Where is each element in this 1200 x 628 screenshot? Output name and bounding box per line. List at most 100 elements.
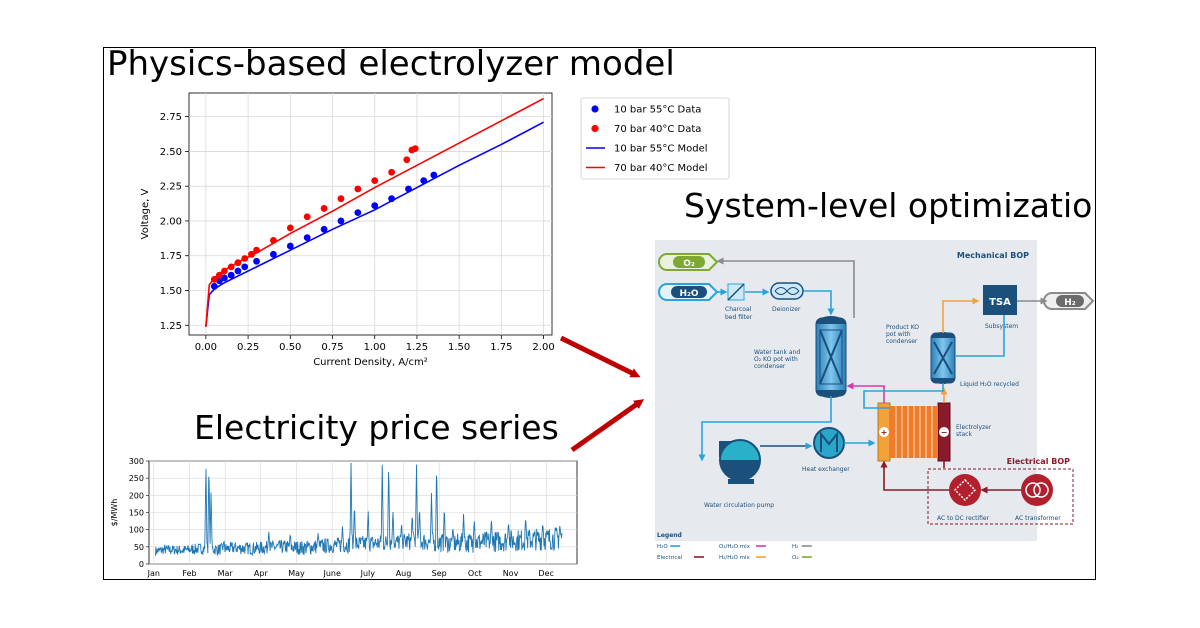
x-tick-label: 0.50 (279, 342, 301, 353)
y-tick-label: 1.50 (160, 286, 182, 297)
electrical-bop-label: Electrical BOP (1007, 457, 1070, 466)
y-axis-label: $/MWh (110, 499, 119, 527)
svg-text:AC to DC rectifier: AC to DC rectifier (937, 515, 990, 522)
electrical-bop-box (927, 468, 1074, 525)
svg-text:Subsystem: Subsystem (985, 323, 1018, 330)
data-point (337, 195, 345, 203)
y-tick-label: 2.75 (160, 112, 182, 123)
h2-outlet: H₂ (1043, 292, 1095, 310)
svg-text:Heat exchanger: Heat exchanger (802, 466, 850, 473)
svg-text:H₂O: H₂O (679, 289, 698, 299)
y-tick-label: 0 (139, 560, 144, 569)
data-point (320, 205, 328, 212)
ac-transformer: AC transformer (1015, 474, 1061, 522)
data-point (270, 237, 277, 244)
x-tick-label: 0.25 (237, 342, 259, 353)
y-tick-label: 300 (129, 457, 144, 466)
y-tick-label: 2.50 (160, 147, 182, 158)
month-label: Dec (538, 569, 553, 578)
month-label: May (288, 569, 305, 578)
o2-outlet: O₂ (658, 253, 719, 271)
legend-label: Electrical (657, 555, 683, 561)
data-point (371, 202, 379, 210)
y-tick-label: 50 (134, 543, 144, 552)
legend-label: H₂/H₂O mix (719, 555, 750, 561)
y-tick-label: 1.75 (160, 251, 182, 262)
svg-text:Deionizer: Deionizer (772, 306, 801, 313)
data-point (210, 275, 218, 283)
legend-label: 10 bar 55°C Model (614, 144, 708, 155)
svg-text:Charcoal: Charcoal (725, 306, 752, 313)
month-label: Mar (218, 569, 234, 578)
flow-arrows (559, 335, 645, 453)
data-point (210, 282, 218, 290)
system-diagram: Mechanical BOP O₂ H₂O H₂ Charcoal bed fi… (655, 240, 1095, 561)
month-label: Sep (432, 569, 447, 578)
h2o-inlet: H₂O (658, 283, 719, 301)
y-tick-label: 150 (129, 509, 144, 518)
x-tick-label: 1.50 (448, 342, 470, 353)
svg-text:−: − (941, 428, 948, 437)
water-tank-column: Water tank and O₂ KO pot with condenser (754, 316, 847, 398)
data-point (303, 213, 311, 221)
y-tick-label: 100 (129, 526, 144, 535)
y-tick-label: 1.25 (160, 321, 182, 332)
svg-text:Water tank and: Water tank and (754, 349, 800, 356)
legend-label: 70 bar 40°C Data (614, 124, 701, 135)
electrolyzer-stack: + − Electrolyzer stack (877, 402, 992, 462)
voltage-plot-area (188, 92, 553, 336)
y-tick-label: 2.00 (160, 216, 182, 227)
data-point (221, 267, 228, 275)
legend-label: 10 bar 55°C Data (614, 105, 701, 116)
data-point (286, 242, 294, 250)
heat-exchanger: Heat exchanger (802, 427, 850, 473)
data-point (241, 255, 249, 262)
month-label: Feb (182, 569, 196, 578)
x-tick-label: 0.00 (195, 342, 217, 353)
svg-text:Product KO: Product KO (886, 324, 919, 331)
svg-text:Legend: Legend (657, 532, 682, 539)
legend-marker (591, 105, 599, 113)
legend-label: O₂ (792, 555, 799, 561)
legend-label: O₂/H₂O mix (719, 544, 751, 550)
y-tick-label: 2.25 (160, 182, 182, 193)
x-tick-label: 2.00 (532, 342, 554, 353)
x-tick-label: 1.75 (490, 342, 512, 353)
data-point (241, 263, 249, 271)
mechanical-bop-label: Mechanical BOP (957, 251, 1029, 260)
data-point (420, 177, 428, 185)
data-point (388, 168, 396, 176)
arrow-price-to-system (570, 399, 645, 453)
data-point (270, 250, 277, 258)
data-point (253, 246, 260, 254)
data-point (354, 209, 362, 217)
svg-text:AC transformer: AC transformer (1015, 515, 1061, 522)
legend-label: H₂O (657, 544, 668, 550)
svg-text:condenser: condenser (886, 338, 918, 345)
data-point (354, 185, 362, 193)
svg-text:condenser: condenser (754, 363, 786, 370)
data-point (248, 250, 255, 258)
legend-label: H₂ (792, 544, 798, 550)
water-circulation-pump: Water circulation pump (704, 439, 774, 509)
data-point (411, 145, 419, 153)
tsa-unit: TSA Subsystem (983, 285, 1018, 330)
data-point (227, 263, 235, 271)
svg-text:Liquid H₂O recycled: Liquid H₂O recycled (960, 381, 1019, 388)
month-label: June (322, 569, 341, 578)
data-point (337, 217, 345, 225)
data-point (371, 177, 379, 185)
svg-text:TSA: TSA (989, 297, 1011, 308)
data-point (221, 274, 228, 282)
month-label: Nov (503, 569, 519, 578)
legend-label: 70 bar 40°C Model (614, 163, 708, 174)
data-point (388, 195, 396, 203)
price-chart: 0 50 100 150 200 250 300 Jan Feb Mar Apr May June Jul… (110, 457, 578, 578)
svg-text:pot with: pot with (886, 331, 911, 338)
month-label: Apr (254, 569, 269, 578)
svg-text:bed filter: bed filter (725, 314, 753, 321)
data-point (303, 234, 311, 242)
data-point (286, 224, 294, 232)
arrow-model-to-system (559, 335, 641, 378)
x-tick-label: 1.00 (364, 342, 386, 353)
